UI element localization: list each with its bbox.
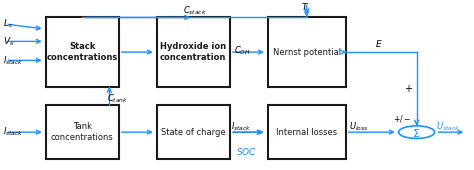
Bar	[46, 18, 119, 87]
Text: Tank
concentrations: Tank concentrations	[51, 122, 114, 142]
Text: $C_{stack}$: $C_{stack}$	[182, 5, 206, 17]
Circle shape	[399, 126, 435, 138]
Text: $+$: $+$	[403, 83, 412, 94]
Text: $T$: $T$	[301, 1, 309, 12]
Text: $I_{stack}$: $I_{stack}$	[3, 126, 23, 138]
Text: Nernst potential: Nernst potential	[273, 48, 341, 57]
Text: $+/-$: $+/-$	[393, 113, 411, 124]
Text: Hydroxide ion
concentration: Hydroxide ion concentration	[160, 42, 227, 62]
Text: Stack
concentrations: Stack concentrations	[46, 42, 118, 62]
Text: $C_{OH}$: $C_{OH}$	[234, 45, 250, 57]
Text: $C_{tank}$: $C_{tank}$	[107, 92, 128, 105]
Text: $\Sigma$: $\Sigma$	[412, 127, 421, 139]
Text: Internal losses: Internal losses	[276, 128, 337, 137]
Text: $I_{stack}$: $I_{stack}$	[3, 54, 23, 67]
Text: State of charge: State of charge	[161, 128, 226, 137]
Text: $I_{stack}$: $I_{stack}$	[231, 120, 251, 133]
Bar	[268, 105, 346, 159]
Text: $E$: $E$	[375, 38, 383, 49]
Bar	[156, 18, 230, 87]
Text: $U_{stack}$: $U_{stack}$	[437, 120, 460, 133]
Text: $U_{loss}$: $U_{loss}$	[349, 120, 368, 133]
Text: $V_s$: $V_s$	[3, 35, 14, 48]
Text: $SOC$: $SOC$	[236, 146, 257, 157]
Bar	[268, 18, 346, 87]
Bar	[156, 105, 230, 159]
Bar	[46, 105, 119, 159]
Text: $L_c$: $L_c$	[3, 18, 13, 30]
